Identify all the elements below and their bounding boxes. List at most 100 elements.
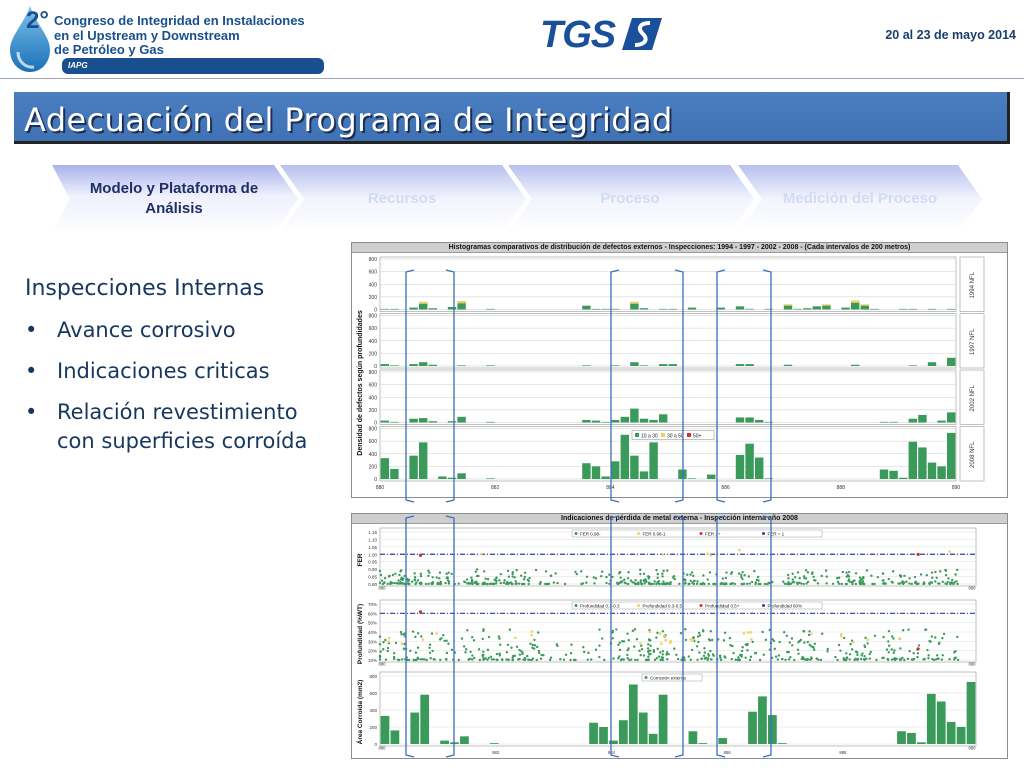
scatter-point (421, 658, 424, 661)
scatter-point (384, 638, 387, 642)
y-tick-label: 600 (369, 326, 378, 332)
scatter-point (580, 570, 583, 573)
scatter-point (863, 654, 866, 658)
scatter-point (439, 658, 442, 662)
scatter-point-medium (706, 552, 710, 555)
scatter-point (492, 658, 496, 661)
scatter-point (854, 582, 858, 586)
scatter-point (618, 641, 622, 644)
scatter-point (853, 579, 856, 582)
scatter-point-medium (530, 633, 534, 637)
scatter-point (608, 573, 611, 576)
scatter-point (452, 658, 455, 661)
scatter-point (697, 631, 701, 635)
scatter-point (907, 628, 910, 631)
scatter-point (477, 574, 480, 578)
scatter-point-medium (750, 638, 753, 641)
panel-label: 2008 NFL (970, 441, 976, 468)
histogram-bar (793, 308, 802, 310)
scatter-point (656, 572, 660, 576)
scatter-point (770, 656, 774, 660)
scatter-point (763, 582, 767, 586)
scatter-point (934, 636, 937, 639)
scatter-point (518, 582, 521, 585)
legend-entry: 50+ (693, 433, 702, 439)
scatter-point (639, 654, 642, 657)
scatter-point (732, 651, 735, 655)
scatter-point (409, 649, 412, 653)
histogram-bar (639, 418, 649, 423)
scatter-point (863, 644, 866, 647)
step-chevron-4 (738, 165, 982, 233)
panel-label-box (959, 256, 985, 312)
scatter-point (626, 649, 629, 652)
legend-swatch (762, 604, 765, 607)
scatter-point (882, 656, 885, 660)
scatter-point (383, 581, 386, 584)
scatter-point (386, 582, 389, 586)
scatter-point (430, 582, 434, 586)
scatter-point (675, 653, 678, 656)
scatter-point (634, 578, 637, 582)
histogram-bar (745, 417, 754, 423)
histogram-bar (630, 362, 639, 366)
scatter-point (785, 634, 788, 638)
scatter-point (438, 571, 442, 574)
scatter-point (457, 582, 460, 585)
scatter-point (502, 581, 506, 585)
scatter-point (564, 653, 568, 656)
scatter-point (841, 570, 844, 574)
step-recursos[interactable]: Recursos (367, 190, 437, 207)
histogram-bar (812, 306, 821, 310)
scatter-point (498, 652, 501, 655)
scatter-point (778, 640, 781, 644)
scatter-point (464, 648, 468, 651)
scatter-point (954, 656, 957, 659)
scatter-point (741, 577, 744, 581)
scatter-point (901, 629, 905, 632)
scatter-point (916, 652, 920, 655)
histogram-bar (908, 418, 917, 423)
scatter-point (446, 579, 450, 582)
scatter-point (495, 580, 498, 583)
scatter-point (593, 582, 596, 585)
legend-swatch (635, 433, 639, 437)
histogram-bar (447, 421, 457, 423)
scatter-point (518, 648, 521, 652)
y-tick-label: 40% (368, 630, 377, 635)
scatter-point (796, 571, 800, 574)
scatter-point (531, 657, 535, 660)
scatter-point (858, 581, 861, 584)
scatter-point (747, 575, 751, 578)
legend-swatch (762, 532, 765, 535)
area-bar (758, 696, 767, 744)
scatter-point (407, 578, 411, 581)
scatter-point (716, 657, 719, 661)
scatter-point (697, 640, 700, 644)
scatter-point (881, 579, 884, 582)
step-proceso[interactable]: Proceso (600, 190, 660, 207)
histogram-bar (899, 477, 908, 479)
scatter-point (923, 582, 926, 585)
scatter-point (647, 655, 650, 659)
scatter-point (847, 570, 851, 574)
scatter-point (901, 656, 904, 660)
y-tick-label: 30% (368, 639, 377, 644)
histogram-bar (390, 308, 399, 310)
header-divider (0, 78, 1024, 79)
scatter-point (620, 581, 623, 584)
scatter-point (634, 658, 637, 662)
scatter-point (384, 658, 388, 661)
scatter-point (511, 572, 514, 576)
scatter-point (684, 628, 687, 631)
scatter-point (379, 650, 382, 653)
scatter-point-high (916, 647, 920, 651)
histogram-bar (447, 306, 457, 310)
scatter-point (684, 581, 687, 585)
scatter-point (803, 577, 806, 580)
scatter-point (683, 656, 686, 659)
scatter-point-medium (387, 636, 391, 640)
histogram-bar (486, 308, 495, 310)
step-modelo[interactable]: Modelo y Plataforma de Análisis (89, 180, 259, 217)
step-medicion[interactable]: Medición del Proceso (782, 190, 938, 207)
